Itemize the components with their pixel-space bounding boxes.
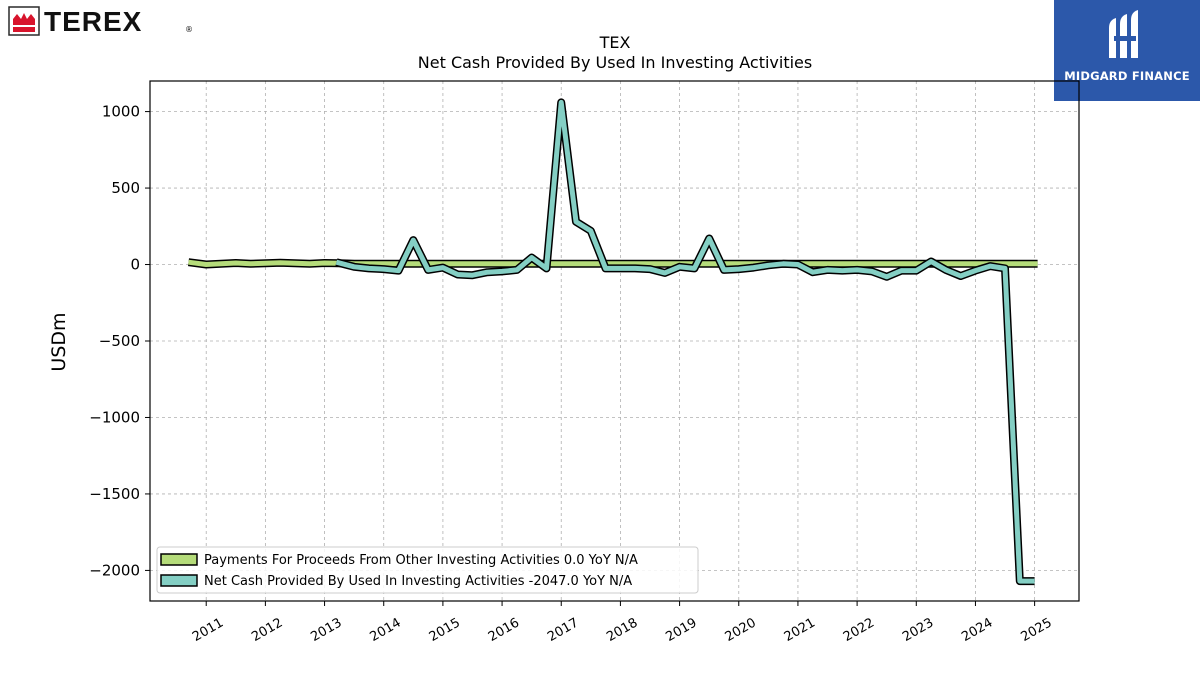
series-line bbox=[188, 259, 1038, 267]
x-tick-label: 2023 bbox=[900, 615, 936, 645]
x-axis: 2011 2012 2013 2014 2015 2016 2017 2018 2019 2020… bbox=[190, 601, 1055, 645]
x-tick-label: 2016 bbox=[486, 615, 522, 645]
series-2 bbox=[335, 98, 1035, 586]
x-tick-label: 2020 bbox=[723, 615, 759, 645]
series-lines bbox=[187, 98, 1038, 586]
series-outline bbox=[335, 98, 1035, 586]
x-tick-label: 2021 bbox=[782, 615, 818, 645]
y-tick-label: 0 bbox=[130, 256, 140, 274]
x-tick-label: 2024 bbox=[959, 615, 995, 645]
terex-wordmark: TEREX bbox=[44, 6, 142, 37]
series-1 bbox=[187, 258, 1038, 269]
y-axis-label: USDm bbox=[48, 312, 70, 371]
legend-box bbox=[156, 546, 699, 594]
chart-subtitle: Net Cash Provided By Used In Investing A… bbox=[418, 53, 812, 72]
chart-title: TEX bbox=[599, 33, 631, 52]
legend-entry: Payments For Proceeds From Other Investi… bbox=[204, 553, 638, 568]
legend: Payments For Proceeds From Other Investi… bbox=[156, 546, 699, 594]
y-tick-label: 500 bbox=[111, 179, 140, 197]
x-tick-label: 2011 bbox=[190, 615, 226, 645]
x-tick-label: 2014 bbox=[368, 615, 404, 645]
legend-swatch bbox=[160, 574, 198, 587]
x-tick-label: 2015 bbox=[427, 615, 463, 645]
y-tick-label: −1000 bbox=[89, 408, 140, 426]
midgard-finance-wordmark: MIDGARD FINANCE bbox=[1064, 69, 1190, 83]
x-tick-label: 2013 bbox=[308, 615, 344, 645]
series-line bbox=[335, 99, 1035, 584]
terex-emblem-icon: TEREX ® bbox=[8, 6, 193, 37]
y-tick-label: 1000 bbox=[102, 103, 140, 121]
x-tick-label: 2018 bbox=[604, 615, 640, 645]
midgard-finance-logo: MIDGARD FINANCE bbox=[1054, 0, 1200, 101]
chart-grid bbox=[150, 81, 1079, 601]
legend-swatch bbox=[160, 553, 198, 566]
y-axis: 1000 500 0 −500 −1000 −1500 −2000 bbox=[89, 103, 150, 579]
terex-registered-mark: ® bbox=[185, 25, 193, 34]
x-tick-label: 2019 bbox=[663, 615, 699, 645]
legend-entry: Net Cash Provided By Used In Investing A… bbox=[204, 574, 632, 589]
x-tick-label: 2012 bbox=[249, 615, 285, 645]
y-tick-label: −500 bbox=[99, 332, 140, 350]
y-tick-label: −1500 bbox=[89, 485, 140, 503]
midgard-emblem-icon bbox=[1109, 10, 1138, 58]
terex-logo: TEREX ® bbox=[8, 6, 198, 38]
x-tick-label: 2017 bbox=[545, 615, 581, 645]
y-tick-label: −2000 bbox=[89, 561, 140, 579]
x-tick-label: 2025 bbox=[1018, 615, 1054, 645]
x-tick-label: 2022 bbox=[841, 615, 877, 645]
